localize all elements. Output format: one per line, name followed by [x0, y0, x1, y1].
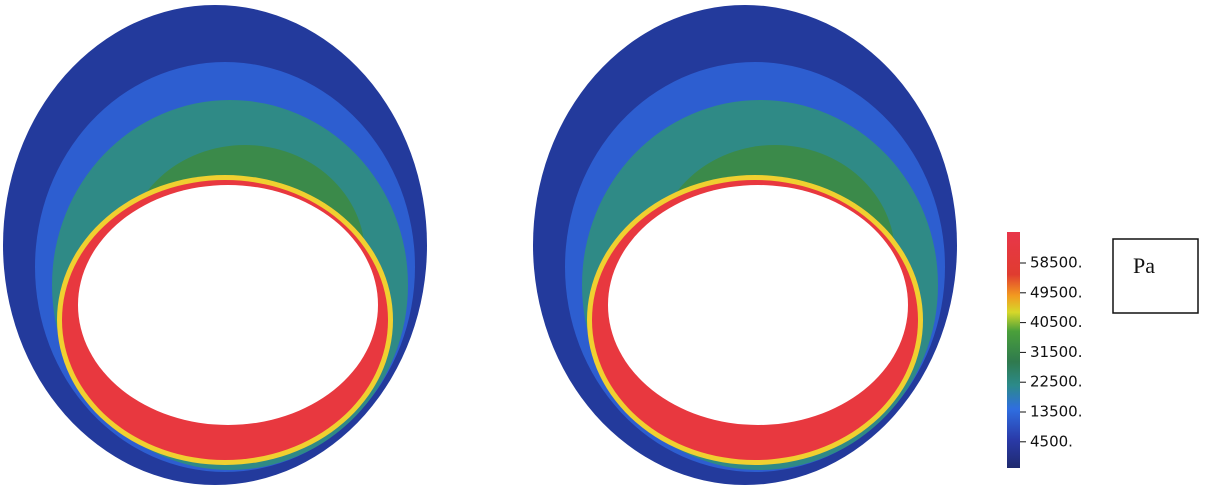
tick-label: 40500. — [1030, 313, 1083, 331]
page: Pa 58500. 49500. 40500. 31500. 22500. 13500. 4… — [0, 0, 1210, 491]
stress-plot-left — [3, 5, 427, 485]
tick-label: 22500. — [1030, 373, 1083, 391]
tick-label: 31500. — [1030, 343, 1083, 361]
unit-box — [1113, 239, 1198, 313]
tick-label: 4500. — [1030, 432, 1073, 450]
figure: Pa 58500. 49500. 40500. 31500. 22500. 13500. 4… — [0, 0, 1210, 491]
tick-label: 49500. — [1030, 283, 1083, 301]
color-bar — [1007, 232, 1020, 468]
tick-label: 58500. — [1030, 254, 1083, 272]
tick-label: 13500. — [1030, 403, 1083, 421]
unit-label: Pa — [1133, 253, 1155, 278]
stress-plot-right — [533, 5, 957, 485]
